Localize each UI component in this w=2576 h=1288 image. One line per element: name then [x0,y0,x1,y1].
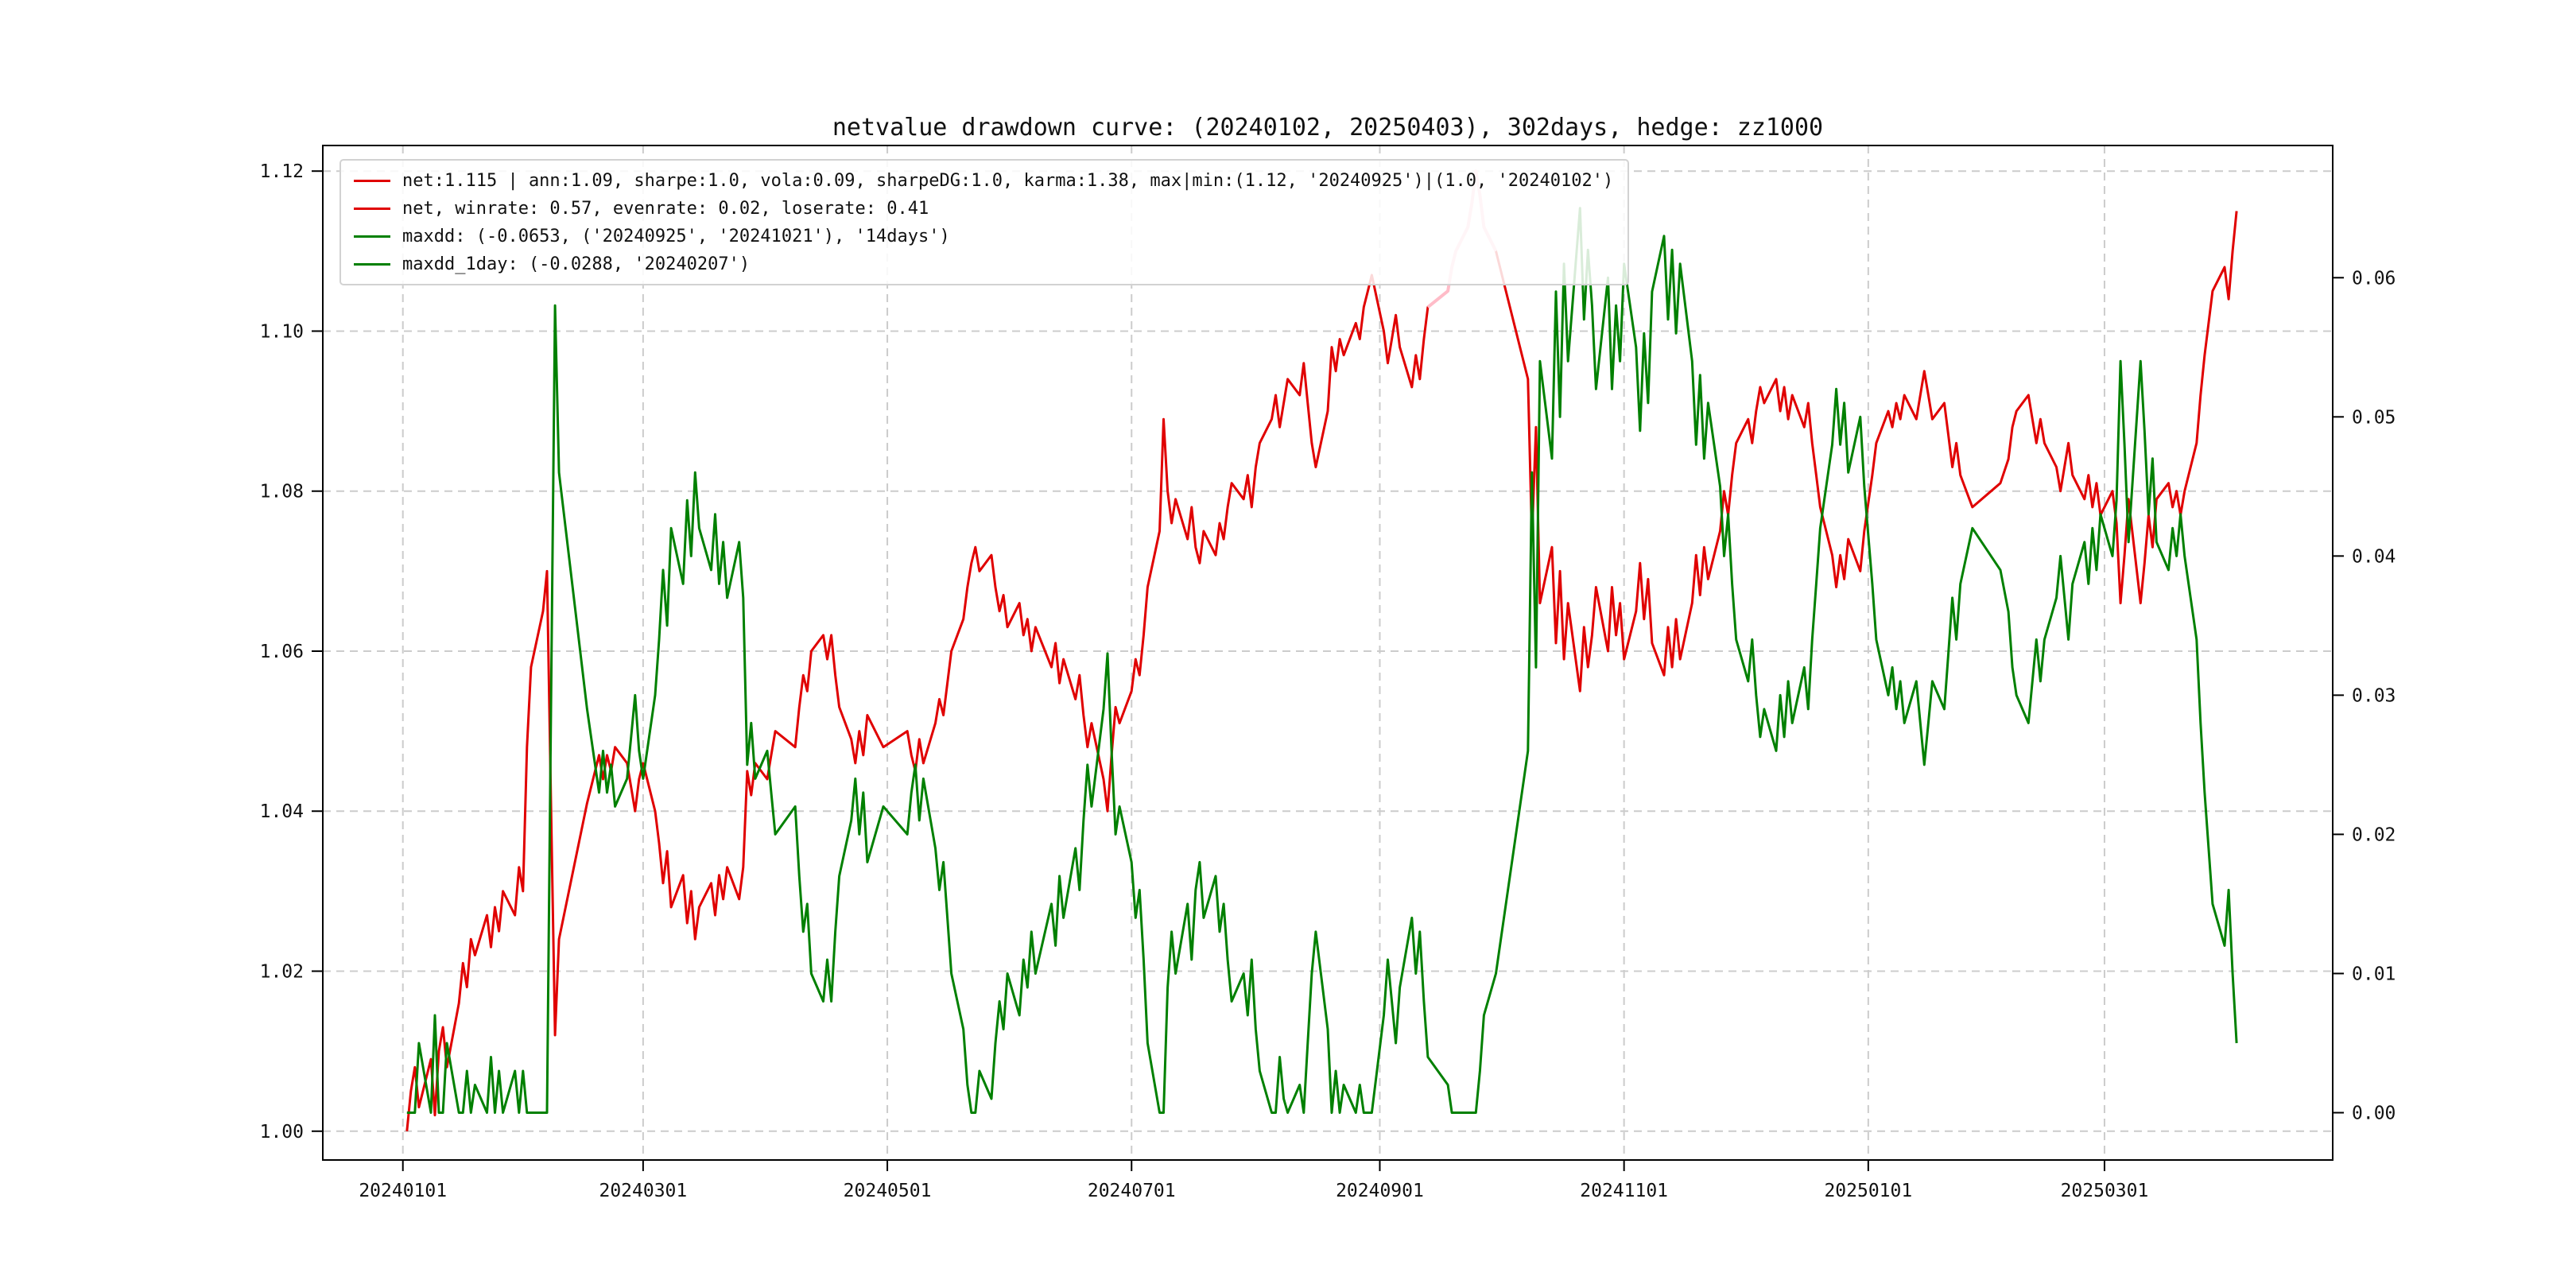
net-line-swatch [354,179,390,182]
grid-layer [323,145,2333,1160]
legend-label-maxdd-1day: maxdd_1day: (-0.0288, '20240207') [402,254,751,274]
y-left-tick-label: 1.06 [260,642,304,662]
maxdd-line [406,207,2238,1114]
chart-title: netvalue drawdown curve: (20240102, 2025… [832,114,1823,142]
y-right-tick-label: 0.04 [2352,546,2396,567]
x-tick-label: 20240301 [599,1181,687,1201]
x-tick-label: 20250101 [1824,1181,1912,1201]
y-right-tick-label: 0.06 [2352,268,2396,289]
net-line-swatch [354,207,390,210]
legend-item-maxdd-1day: maxdd_1day: (-0.0288, '20240207') [354,250,1613,277]
plot-frame [322,145,2334,1161]
x-tick-label: 20250301 [2061,1181,2149,1201]
y-left-tick-label: 1.00 [260,1122,304,1143]
x-tick-label: 20240501 [844,1181,932,1201]
legend-label-maxdd: maxdd: (-0.0653, ('20240925', '20241021'… [402,226,950,246]
legend-item-net-stats: net:1.115 | ann:1.09, sharpe:1.0, vola:0… [354,167,1613,194]
y-left-tick-label: 1.10 [260,321,304,342]
y-left-tick-label: 1.04 [260,801,304,822]
tick-layer: 20240101 20240301 20240501 20240701 20240901… [260,161,2396,1201]
legend-item-maxdd: maxdd: (-0.0653, ('20240925', '20241021'… [354,223,1613,250]
y-left-tick-label: 1.08 [260,482,304,502]
legend-label-net-stats: net:1.115 | ann:1.09, sharpe:1.0, vola:0… [402,170,1614,191]
legend: net:1.115 | ann:1.09, sharpe:1.0, vola:0… [339,159,1630,285]
maxdd-line-swatch [354,235,390,238]
x-tick-label: 20240701 [1088,1181,1176,1201]
net-line [405,169,2238,1131]
y-right-tick-label: 0.03 [2352,685,2396,706]
legend-label-net-rates: net, winrate: 0.57, evenrate: 0.02, lose… [402,198,929,219]
maxdd-1day-line-swatch [354,262,390,266]
y-left-tick-label: 1.12 [260,161,304,182]
y-right-tick-label: 0.02 [2352,824,2396,845]
x-tick-label: 20240901 [1336,1181,1424,1201]
y-right-tick-label: 0.01 [2352,964,2396,984]
legend-item-net-rates: net, winrate: 0.57, evenrate: 0.02, lose… [354,195,1613,222]
x-tick-label: 20240101 [359,1181,447,1201]
x-tick-label: 20241101 [1580,1181,1668,1201]
y-right-tick-label: 0.00 [2352,1103,2396,1123]
y-left-tick-label: 1.02 [260,962,304,983]
y-right-tick-label: 0.05 [2352,407,2396,428]
